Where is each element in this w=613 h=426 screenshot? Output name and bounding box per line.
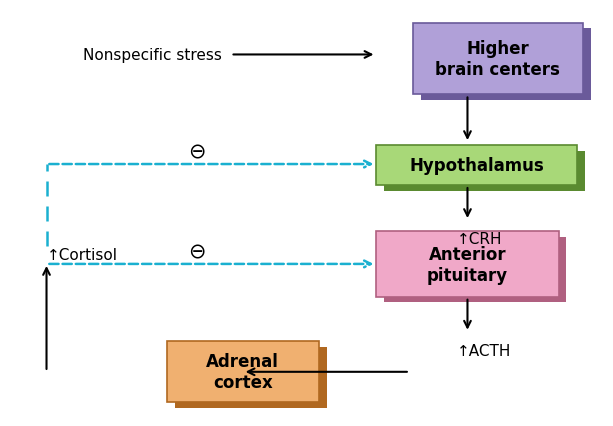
FancyBboxPatch shape [175, 347, 327, 408]
Text: Adrenal
cortex: Adrenal cortex [207, 352, 279, 391]
FancyBboxPatch shape [384, 237, 566, 302]
Text: ↑Cortisol: ↑Cortisol [47, 248, 118, 262]
Text: Nonspecific stress: Nonspecific stress [83, 48, 221, 63]
Text: ↑ACTH: ↑ACTH [457, 343, 511, 358]
Text: Anterior
pituitary: Anterior pituitary [427, 245, 508, 284]
Text: Hypothalamus: Hypothalamus [409, 157, 544, 175]
FancyBboxPatch shape [167, 341, 319, 402]
FancyBboxPatch shape [384, 151, 585, 191]
Text: Higher
brain centers: Higher brain centers [435, 40, 560, 79]
FancyBboxPatch shape [376, 146, 577, 186]
Text: ↑CRH: ↑CRH [457, 232, 503, 247]
FancyBboxPatch shape [376, 232, 558, 297]
FancyBboxPatch shape [421, 29, 591, 101]
FancyBboxPatch shape [413, 24, 583, 95]
Text: ⊖: ⊖ [188, 142, 206, 162]
Text: ⊖: ⊖ [188, 242, 206, 262]
